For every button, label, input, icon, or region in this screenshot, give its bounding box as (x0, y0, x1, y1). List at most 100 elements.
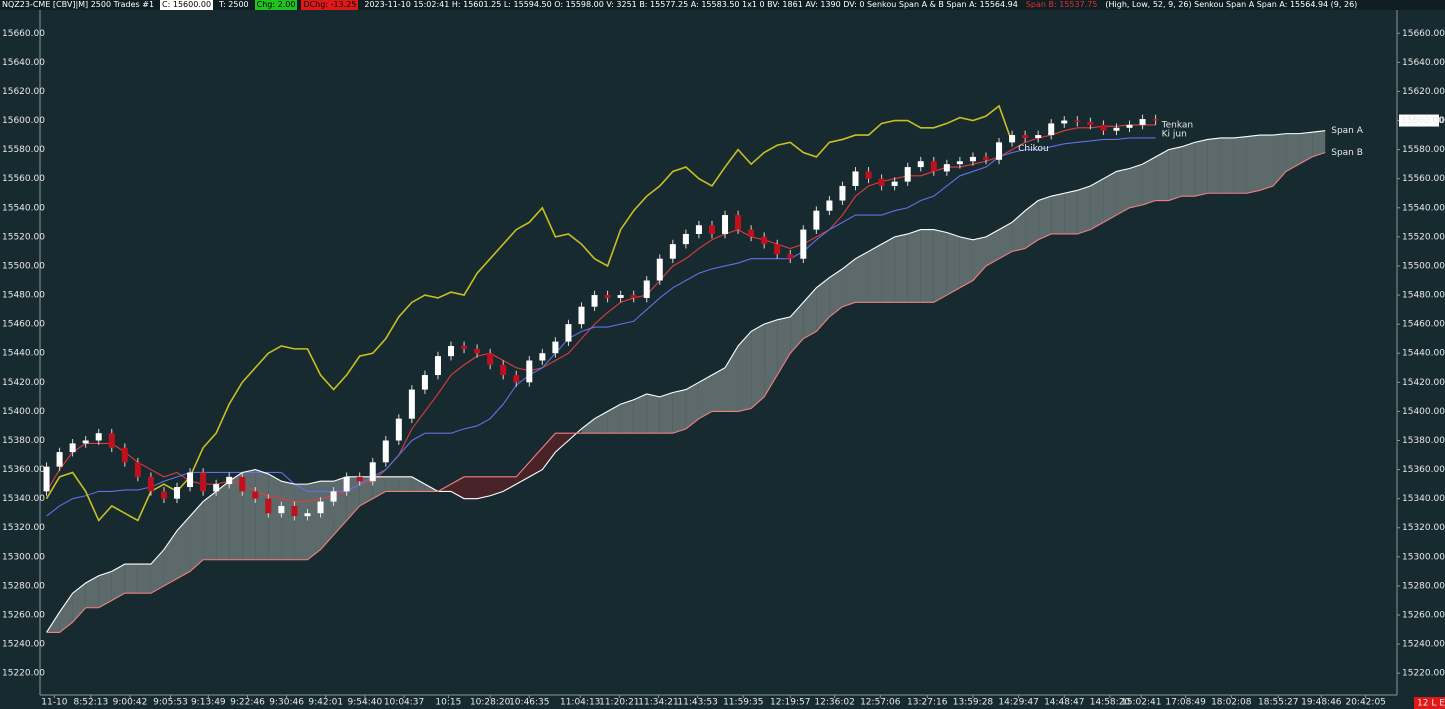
candle-body (147, 476, 154, 492)
x-tick-label: 14:48:47 (1044, 698, 1084, 708)
cloud-segment (672, 389, 686, 434)
candle-body (330, 491, 337, 502)
plot-area (40, 10, 1397, 695)
x-tick-label: 13:27:16 (907, 698, 948, 708)
cloud-segment (203, 491, 217, 560)
x-tick-label: 9:42:01 (308, 698, 343, 708)
cloud-segment (803, 287, 817, 339)
x-tick-label: 9:22:46 (230, 698, 265, 708)
candle-body (226, 476, 233, 485)
candle-body (904, 167, 911, 182)
candle-body (1074, 120, 1081, 122)
y-tick-label-left: 15580.00 (2, 145, 45, 155)
cloud-segment (1025, 200, 1039, 249)
y-tick-label-left: 15620.00 (2, 87, 45, 97)
y-tick-label-right: 15560.00 (1402, 174, 1445, 184)
candle-body (722, 215, 729, 234)
candle-body (317, 501, 324, 514)
cloud-segment (1299, 132, 1313, 165)
cloud-segment (1259, 135, 1274, 191)
candle-body (956, 161, 963, 165)
cloud-segment (137, 564, 151, 594)
cloud-segment (842, 258, 856, 307)
candle-body (1035, 135, 1042, 138)
y-tick-label-right: 15240.00 (1402, 640, 1445, 650)
x-tick-label: 9:05:53 (153, 698, 188, 708)
candle-body (996, 142, 1003, 160)
x-tick-label: 12:19:57 (770, 698, 810, 708)
header-item: T: 2500 (219, 0, 249, 9)
candle-body (187, 472, 194, 488)
cloud-segment (1194, 139, 1208, 197)
corner-box (1414, 697, 1445, 709)
cloud-segment (1090, 178, 1104, 230)
cloud-segment (111, 564, 125, 601)
cloud-segment (764, 319, 778, 397)
candle-body (461, 345, 468, 349)
y-tick-label-left: 15400.00 (2, 407, 45, 417)
x-tick-label: 9:30:46 (269, 698, 304, 708)
cloud-segment (868, 244, 882, 303)
cloud-segment (1116, 168, 1130, 216)
x-tick-label: 18:55:27 (1258, 698, 1298, 708)
candle-body (500, 364, 507, 376)
cloud-segment (920, 229, 934, 303)
candle-body (174, 487, 181, 499)
y-tick-label-left: 15440.00 (2, 349, 45, 359)
candle-body (200, 472, 207, 492)
cloud-segment (281, 481, 295, 560)
x-tick-label: 9:13:49 (191, 698, 226, 708)
header-item: DChg: -13.25 (301, 0, 359, 10)
candle-body (1113, 127, 1120, 131)
cloud-segment (359, 476, 373, 506)
y-tick-label-right: 15640.00 (1402, 58, 1445, 68)
cloud-segment (490, 476, 504, 496)
candle-body (252, 491, 259, 499)
y-tick-label-right: 15580.00 (1402, 145, 1445, 155)
x-tick-label: 19:48:46 (1301, 698, 1342, 708)
candle-body (917, 161, 924, 168)
y-tick-label-right: 15380.00 (1402, 436, 1445, 446)
candle-body (239, 476, 246, 492)
y-tick-label-left: 15500.00 (2, 261, 45, 271)
candle-body (82, 440, 89, 444)
y-tick-label-left: 15540.00 (2, 203, 45, 213)
cloud-segment (1168, 146, 1182, 201)
x-tick-label: 10:15 (435, 698, 461, 708)
candle-body (1087, 121, 1094, 125)
cloud-segment (999, 222, 1013, 259)
cloud-segment (1064, 190, 1078, 234)
y-tick-label-left: 15340.00 (2, 494, 45, 504)
cloud-segment (685, 382, 699, 429)
cloud-segment (698, 375, 712, 419)
candle-body (682, 233, 689, 245)
candle-body (891, 181, 898, 186)
cloud-segment (581, 418, 595, 434)
y-tick-label-left: 15640.00 (2, 58, 45, 68)
candle-body (787, 254, 794, 259)
cloud-segment (711, 367, 726, 412)
cloud-segment (946, 232, 960, 296)
indicator-line (45, 104, 1013, 522)
cloud-segment (229, 472, 243, 560)
y-tick-label-right: 15540.00 (1402, 203, 1445, 213)
candle-body (695, 225, 702, 234)
cloud-segment (646, 393, 660, 434)
candle-body (513, 375, 520, 383)
candle-body (69, 443, 76, 453)
candle-body (526, 360, 533, 383)
candle-body (982, 156, 989, 160)
x-tick-label: 10:28:20 (470, 698, 511, 708)
candle-body (1009, 135, 1016, 143)
y-tick-label-left: 15220.00 (2, 669, 45, 679)
y-tick-label-right: 15360.00 (1402, 465, 1445, 475)
candle-body (1100, 124, 1107, 131)
x-tick-label: 14:58:20 (1090, 698, 1131, 708)
cloud-segment (1220, 137, 1234, 194)
y-tick-label-right: 15300.00 (1402, 552, 1445, 562)
candle-body (839, 185, 846, 201)
cloud-segment (907, 229, 921, 303)
candle-body (578, 306, 585, 325)
cloud-segment (816, 277, 830, 332)
